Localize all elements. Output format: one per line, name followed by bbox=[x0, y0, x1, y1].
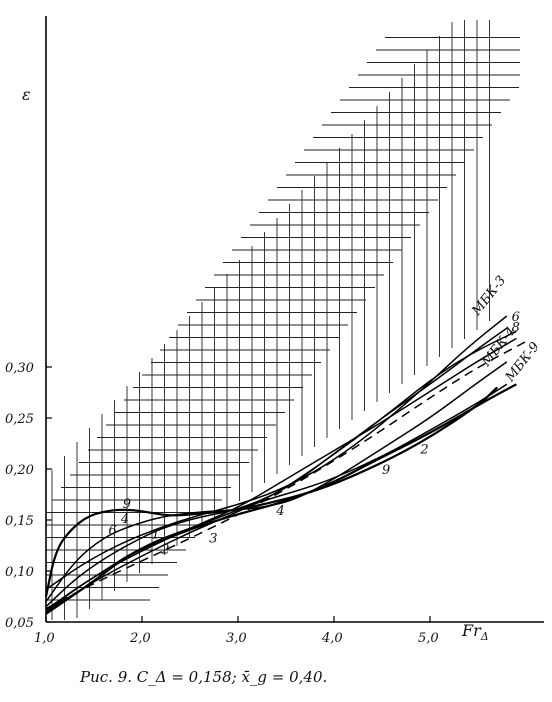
curve-label: 6 bbox=[108, 523, 116, 538]
curve-label: 3 bbox=[209, 531, 217, 546]
y-tick-label: 0,30 bbox=[5, 361, 34, 376]
x-tick-label: 4,0 bbox=[321, 631, 343, 646]
curve-label: 9 bbox=[123, 497, 131, 512]
x-tick-label: 5,0 bbox=[418, 631, 439, 646]
series-line-3 bbox=[45, 337, 517, 611]
y-axis-label: ε bbox=[22, 85, 31, 104]
y-tick-label: 0,25 bbox=[5, 412, 34, 427]
curve-label: 8 bbox=[512, 320, 520, 335]
series-line-мбк-4 bbox=[45, 383, 508, 613]
curve-label: 2 bbox=[419, 443, 428, 458]
series-line-1 bbox=[45, 340, 527, 610]
curve-label: 9 bbox=[382, 463, 390, 478]
series-line-6 bbox=[45, 327, 508, 608]
y-tick-label: 0,05 bbox=[5, 616, 34, 631]
curve-label: МБК-3 bbox=[469, 273, 510, 319]
y-tick-label: 0,15 bbox=[5, 514, 34, 529]
figure-caption: Рис. 9. C_Δ = 0,158; x̄_g = 0,40. bbox=[80, 668, 328, 686]
series-line-мбк-3 bbox=[45, 315, 508, 591]
y-tick-label: 0,10 bbox=[5, 565, 34, 580]
series-line-8 bbox=[45, 330, 517, 613]
x-tick-label: 1,0 bbox=[34, 631, 55, 646]
x-tick-label: 3,0 bbox=[226, 631, 247, 646]
x-axis-label: FrΔ bbox=[461, 621, 489, 643]
series-line-2 bbox=[45, 383, 517, 615]
tick-labels: 1,0 2,0 3,0 4,0 5,0 0,05 0,10 0,15 0,20 0,25 0,30 bbox=[5, 361, 439, 646]
curve-label: 2 bbox=[160, 543, 169, 558]
grid-mesh bbox=[46, 20, 520, 620]
x-tick-label: 2,0 bbox=[129, 631, 151, 646]
curve-label: 6 bbox=[512, 310, 520, 325]
series-line-4 bbox=[45, 361, 508, 603]
axes bbox=[45, 16, 544, 623]
series-group bbox=[44, 315, 527, 615]
curve-label: 4 bbox=[120, 512, 129, 527]
curve-label: 4 bbox=[275, 504, 284, 519]
curve-label: 1 bbox=[152, 527, 160, 542]
y-tick-label: 0,20 bbox=[5, 463, 34, 478]
